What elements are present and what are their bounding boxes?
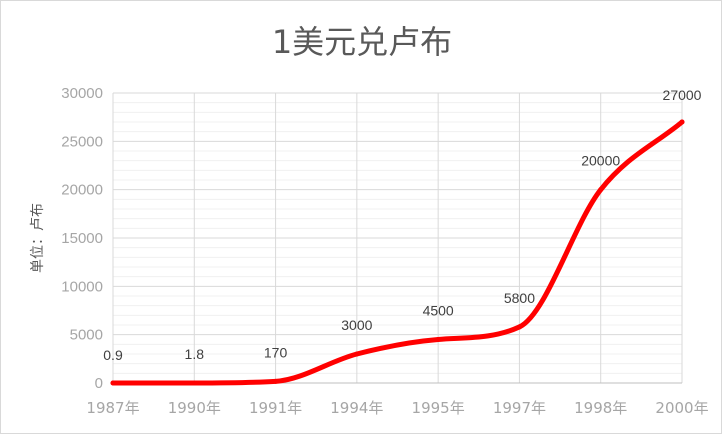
data-label: 170 [264,344,288,360]
x-tick-labels: 1987年 1990年 1991年 1994年 1995年 1997年 1998年 2000年 [86,399,708,417]
data-label: 5800 [504,290,535,306]
data-point [273,378,279,384]
x-tick-label: 1991年 [249,399,302,417]
x-tick-label: 1987年 [86,399,139,417]
y-tick-label: 5000 [70,327,103,344]
data-point [679,119,685,125]
data-point [598,187,604,193]
data-point [354,351,360,357]
grid [112,92,683,384]
x-tick-label: 1995年 [412,399,465,417]
data-point [191,380,197,386]
data-label: 1.8 [185,346,205,362]
y-tick-label: 0 [95,375,103,392]
y-tick-label: 10000 [61,278,103,295]
data-labels: 0.9 1.8 170 3000 4500 5800 20000 27000 [103,87,701,363]
y-axis-label: 单位：卢布 [30,203,46,273]
y-tick-label: 15000 [61,230,103,247]
x-tick-label: 1994年 [330,399,383,417]
series-line [110,119,685,386]
y-tick-labels: 0 5000 10000 15000 20000 25000 30000 [61,85,103,392]
y-tick-label: 20000 [61,182,103,199]
chart-title: 1美元兑卢布 [272,23,452,61]
data-point [435,337,441,342]
x-tick-label: 2000年 [655,399,708,417]
y-tick-label: 30000 [61,85,103,102]
y-tick-label: 25000 [61,133,103,150]
data-label: 27000 [663,87,702,103]
x-tick-label: 1998年 [574,399,627,417]
x-tick-label: 1990年 [168,399,221,417]
data-label: 4500 [423,303,454,319]
data-point [110,380,116,386]
data-point [516,324,522,330]
x-tick-label: 1997年 [493,399,546,417]
data-label: 0.9 [103,347,123,363]
data-label: 3000 [341,317,372,333]
data-label: 20000 [581,153,620,169]
series [110,119,685,386]
